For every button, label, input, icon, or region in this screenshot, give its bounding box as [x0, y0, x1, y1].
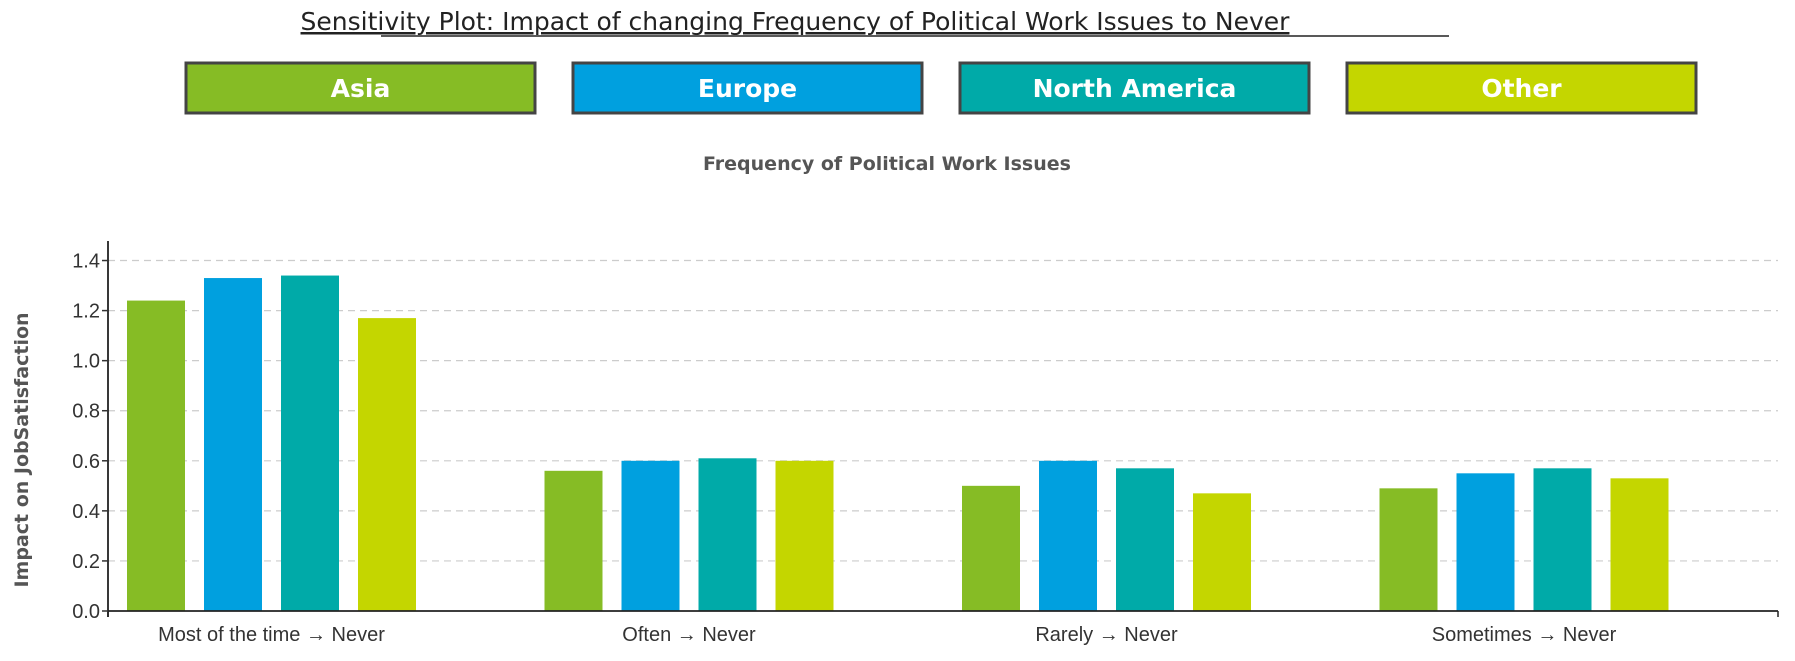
- x-tick-label: Most of the time → Never: [158, 624, 385, 646]
- y-tick-label: 0.4: [72, 501, 100, 523]
- chart-title: Sensitivity Plot: Impact of changing Fre…: [301, 7, 1291, 36]
- legend-item-other[interactable]: Other: [1345, 61, 1698, 115]
- y-tick-label: 1.4: [72, 251, 100, 273]
- x-tick-label: Rarely → Never: [1035, 624, 1178, 646]
- x-ticks: Most of the time → Never Often → Never Rar…: [158, 624, 1616, 646]
- bars: [127, 275, 1669, 611]
- bar-other-1[interactable]: [775, 460, 834, 611]
- axes: [107, 241, 1779, 617]
- bar-europe-2[interactable]: [1039, 460, 1097, 611]
- bar-north-america-3[interactable]: [1533, 468, 1592, 611]
- bar-north-america-1[interactable]: [698, 458, 757, 611]
- y-tick-label: 1.2: [72, 301, 100, 323]
- legend-swatch: [571, 61, 924, 115]
- legend-label: Other: [1481, 74, 1562, 103]
- legend-label: Asia: [331, 74, 391, 103]
- y-axis-label: Impact on JobSatisfaction: [11, 312, 33, 587]
- bar-other-2[interactable]: [1193, 493, 1251, 611]
- bar-other-3[interactable]: [1610, 478, 1669, 611]
- bar-europe-3[interactable]: [1456, 473, 1515, 611]
- x-tick-label: Sometimes → Never: [1432, 624, 1617, 646]
- legend-swatch: [184, 61, 537, 115]
- bar-asia-0[interactable]: [127, 300, 185, 611]
- legend-swatch: [958, 61, 1311, 115]
- legend-swatch: [1345, 61, 1698, 115]
- legend-label: North America: [1033, 74, 1237, 103]
- x-tick-label: Often → Never: [622, 624, 756, 646]
- bar-north-america-2[interactable]: [1116, 468, 1174, 611]
- legend: Asia Europe North America Other: [184, 61, 1698, 115]
- y-tick-label: 1.0: [72, 351, 100, 373]
- legend-item-europe[interactable]: Europe: [571, 61, 924, 115]
- legend-item-north-america[interactable]: North America: [958, 61, 1311, 115]
- y-tick-label: 0.8: [72, 401, 100, 423]
- chart-subtitle: Frequency of Political Work Issues: [703, 153, 1071, 175]
- y-tick-label: 0.2: [72, 551, 100, 573]
- y-tick-label: 0.0: [72, 601, 100, 623]
- bar-other-0[interactable]: [358, 318, 416, 611]
- bar-asia-1[interactable]: [544, 470, 603, 611]
- y-ticks: 0.0 0.2 0.4 0.6 0.8 1.0 1.2 1.4: [72, 251, 108, 623]
- bar-europe-0[interactable]: [204, 278, 262, 611]
- bar-asia-3[interactable]: [1379, 488, 1438, 611]
- bar-asia-2[interactable]: [962, 485, 1020, 611]
- legend-item-asia[interactable]: Asia: [184, 61, 537, 115]
- legend-label: Europe: [698, 74, 797, 103]
- bar-europe-1[interactable]: [621, 460, 680, 611]
- bar-north-america-0[interactable]: [281, 275, 339, 611]
- y-tick-label: 0.6: [72, 451, 100, 473]
